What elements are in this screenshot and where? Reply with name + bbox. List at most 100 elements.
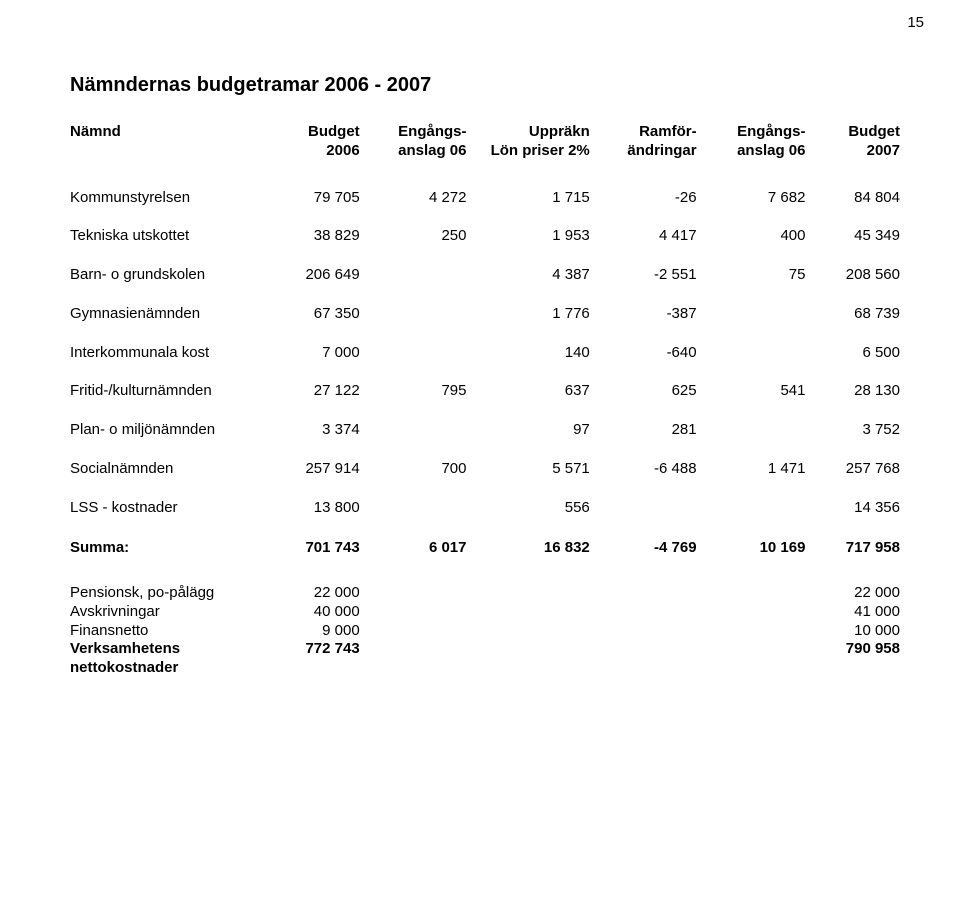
table-row: LSS - kostnader13 80055614 356 [70, 489, 900, 528]
table-header-row-1: Nämnd Budget Engångs- Uppräkn Ramför- En… [70, 123, 900, 142]
page-number: 15 [907, 14, 924, 31]
cell-value: 5 571 [467, 450, 590, 489]
table-row: Barn- o grundskolen206 6494 387-2 551752… [70, 256, 900, 295]
cell-value: 7 682 [697, 179, 806, 218]
cell-value [360, 570, 467, 603]
cell-value [360, 256, 467, 295]
cell-value: 556 [467, 489, 590, 528]
document-page: 15 Nämndernas budgetramar 2006 - 2007 Nä… [0, 0, 960, 919]
col-header: Engångs- [697, 123, 806, 142]
cell-value: 400 [697, 217, 806, 256]
cell-value [360, 411, 467, 450]
cell-value: 84 804 [805, 179, 900, 218]
cell-value: 1 953 [467, 217, 590, 256]
table-row: Verksamhetens772 743790 958 [70, 640, 900, 659]
row-label: Pensionsk, po-pålägg [70, 570, 265, 603]
col-header: anslag 06 [697, 142, 806, 179]
cell-value: 4 272 [360, 179, 467, 218]
cell-value: 97 [467, 411, 590, 450]
cell-value [265, 659, 360, 678]
cell-value [360, 334, 467, 373]
cell-value: 541 [697, 372, 806, 411]
table-row: Tekniska utskottet38 8292501 9534 417400… [70, 217, 900, 256]
cell-value [697, 603, 806, 622]
cell-value [697, 659, 806, 678]
table-body: Kommunstyrelsen79 7054 2721 715-267 6828… [70, 179, 900, 678]
cell-value: 13 800 [265, 489, 360, 528]
cell-value: 208 560 [805, 256, 900, 295]
cell-value: 22 000 [805, 570, 900, 603]
budget-table: Nämnd Budget Engångs- Uppräkn Ramför- En… [70, 123, 900, 678]
cell-value: 250 [360, 217, 467, 256]
cell-value: 700 [360, 450, 467, 489]
cell-value: -26 [590, 179, 697, 218]
table-header-row-2: 2006 anslag 06 Lön priser 2% ändringar a… [70, 142, 900, 179]
row-label: Kommunstyrelsen [70, 179, 265, 218]
cell-value: 3 752 [805, 411, 900, 450]
row-label: Gymnasienämnden [70, 295, 265, 334]
cell-value: 717 958 [805, 527, 900, 570]
cell-value: 41 000 [805, 603, 900, 622]
cell-value: 27 122 [265, 372, 360, 411]
cell-value: 10 169 [697, 527, 806, 570]
cell-value: 22 000 [265, 570, 360, 603]
row-label: Avskrivningar [70, 603, 265, 622]
cell-value: -6 488 [590, 450, 697, 489]
cell-value: 9 000 [265, 622, 360, 641]
cell-value: 701 743 [265, 527, 360, 570]
table-row: Gymnasienämnden67 3501 776-38768 739 [70, 295, 900, 334]
table-row: Plan- o miljönämnden3 374 97281 3 752 [70, 411, 900, 450]
row-label: Finansnetto [70, 622, 265, 641]
cell-value: -2 551 [590, 256, 697, 295]
col-header: anslag 06 [360, 142, 467, 179]
row-label: Summa: [70, 527, 265, 570]
table-row: nettokostnader [70, 659, 900, 678]
cell-value: 6 500 [805, 334, 900, 373]
cell-value [467, 622, 590, 641]
cell-value: 40 000 [265, 603, 360, 622]
row-label: Tekniska utskottet [70, 217, 265, 256]
cell-value [697, 570, 806, 603]
col-header: Uppräkn [467, 123, 590, 142]
cell-value: 7 000 [265, 334, 360, 373]
col-header: Lön priser 2% [467, 142, 590, 179]
col-header [70, 142, 265, 179]
table-row: Pensionsk, po-pålägg22 00022 000 [70, 570, 900, 603]
table-row: Avskrivningar40 000 41 000 [70, 603, 900, 622]
page-title: Nämndernas budgetramar 2006 - 2007 [70, 74, 900, 97]
cell-value: 79 705 [265, 179, 360, 218]
cell-value: 3 374 [265, 411, 360, 450]
table-row: Fritid-/kulturnämnden27 1227956376255412… [70, 372, 900, 411]
cell-value: 67 350 [265, 295, 360, 334]
col-header: ändringar [590, 142, 697, 179]
cell-value [697, 489, 806, 528]
table-row: Kommunstyrelsen79 7054 2721 715-267 6828… [70, 179, 900, 218]
col-header: Ramför- [590, 123, 697, 142]
cell-value [467, 659, 590, 678]
cell-value [467, 640, 590, 659]
cell-value: 1 715 [467, 179, 590, 218]
row-label: LSS - kostnader [70, 489, 265, 528]
col-header: Budget [265, 123, 360, 142]
row-label: Plan- o miljönämnden [70, 411, 265, 450]
cell-value: 68 739 [805, 295, 900, 334]
table-row: Interkommunala kost7 000140-6406 500 [70, 334, 900, 373]
cell-value: 790 958 [805, 640, 900, 659]
col-header: Nämnd [70, 123, 265, 142]
cell-value: 75 [697, 256, 806, 295]
cell-value: 281 [590, 411, 697, 450]
cell-value [590, 570, 697, 603]
cell-value [590, 622, 697, 641]
cell-value: 772 743 [265, 640, 360, 659]
cell-value: 4 387 [467, 256, 590, 295]
row-label: nettokostnader [70, 659, 265, 678]
cell-value [360, 295, 467, 334]
cell-value [360, 489, 467, 528]
cell-value [697, 622, 806, 641]
col-header: 2007 [805, 142, 900, 179]
row-label: Socialnämnden [70, 450, 265, 489]
cell-value: 6 017 [360, 527, 467, 570]
cell-value [590, 489, 697, 528]
cell-value: 625 [590, 372, 697, 411]
row-label: Fritid-/kulturnämnden [70, 372, 265, 411]
